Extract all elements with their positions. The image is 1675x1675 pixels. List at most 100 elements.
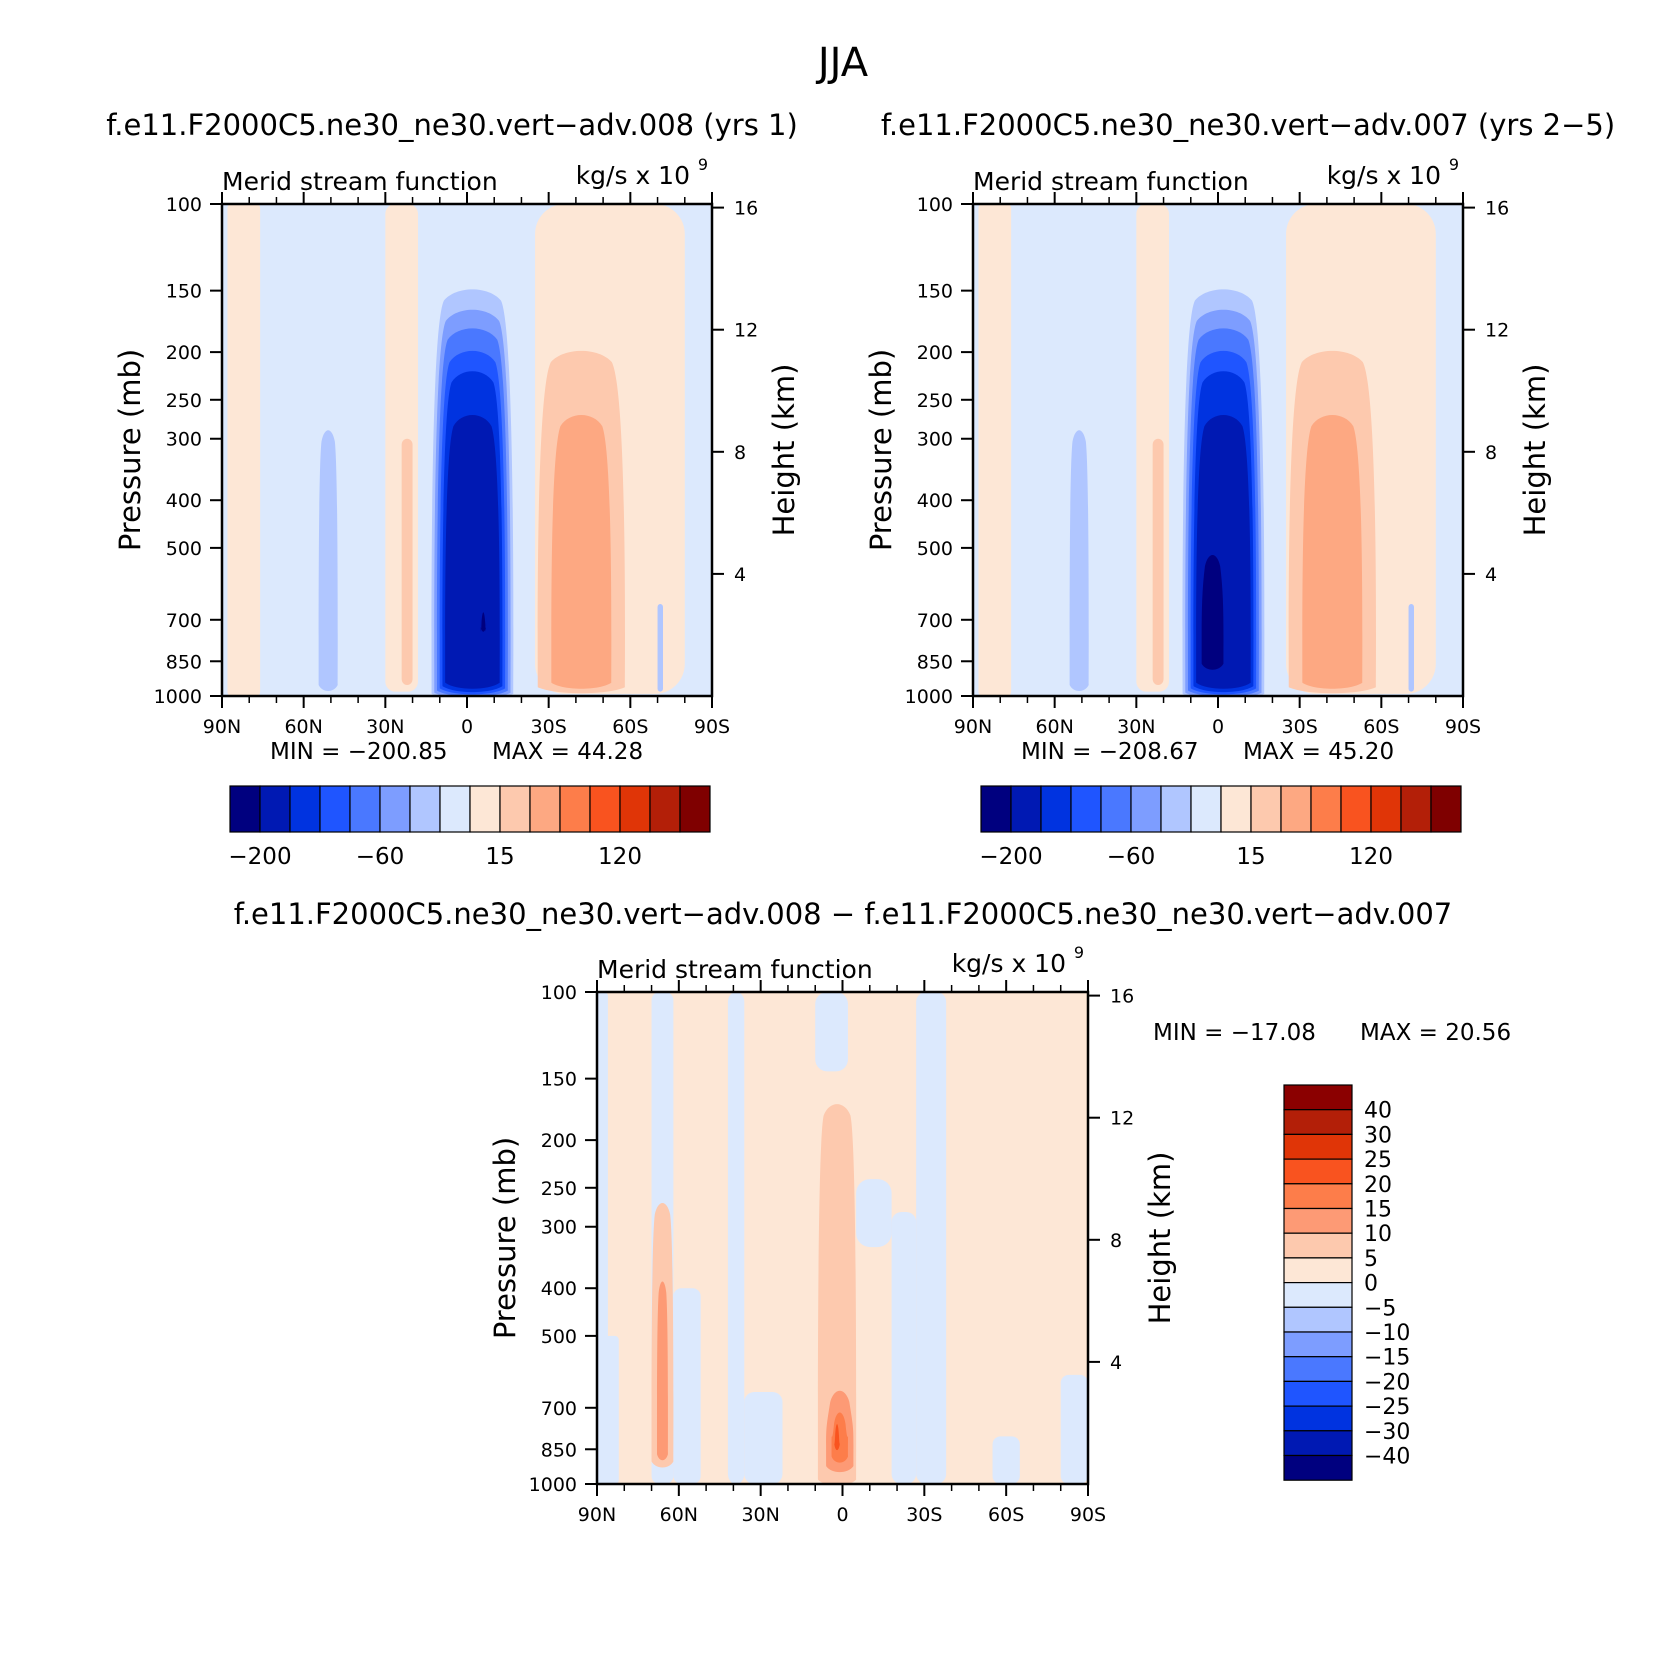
x-tick-label: 90N (578, 1504, 616, 1526)
y-right-tick-label: 12 (1110, 1108, 1134, 1130)
colorbar-label: −10 (1364, 1321, 1410, 1346)
colorbar-swatch (499, 785, 531, 833)
colorbar-swatch (1340, 785, 1372, 833)
x-tick-label: 90S (694, 716, 730, 738)
colorbar-swatch (559, 785, 591, 833)
colorbar-swatch (1283, 1084, 1353, 1111)
neg-band-30n-low (744, 1391, 783, 1484)
y-tick-label: 300 (917, 429, 953, 451)
colorbar-label: 0 (1364, 1272, 1378, 1297)
panel-title: f.e11.F2000C5.ne30_ne30.vert−adv.007 (yr… (881, 108, 1615, 142)
x-tick-label: 60N (1035, 716, 1073, 738)
colorbar-label: −5 (1364, 1296, 1396, 1321)
hadley-core (1201, 555, 1224, 670)
max-label: MAX = 44.28 (492, 739, 643, 765)
y-right-tick-label: 12 (734, 320, 758, 342)
colorbar-swatch (1283, 1207, 1353, 1234)
colorbar-swatch (1283, 1257, 1353, 1284)
neg-band-55n (673, 1288, 701, 1484)
y-tick-label: 150 (541, 1069, 577, 1091)
colorbar-swatch (679, 785, 711, 833)
x-tick-label: 90N (954, 716, 992, 738)
y-right-tick-label: 16 (1485, 198, 1509, 220)
colorbar-swatch (1283, 1232, 1353, 1259)
colorbar-label: −25 (1364, 1395, 1410, 1420)
positive-band-north (978, 204, 1012, 696)
y-tick-label: 700 (541, 1398, 577, 1420)
y-tick-label: 500 (917, 538, 953, 560)
y-tick-label: 400 (541, 1278, 577, 1300)
min-label: MIN = −17.08 (1153, 1020, 1316, 1046)
y-tick-label: 1000 (529, 1474, 577, 1496)
x-tick-label: 60N (660, 1504, 698, 1526)
x-tick-label: 90N (203, 716, 241, 738)
subtitle-left: Merid stream function (222, 167, 498, 196)
polar-negative-sliver (657, 603, 663, 692)
panel-bottom: 90N 60N 30N 0 30S 60S 90S100150200250300400500… (234, 897, 1511, 1526)
colorbar-swatch (1283, 1183, 1353, 1210)
y-tick-label: 500 (166, 538, 202, 560)
colorbar-label: 25 (1364, 1148, 1392, 1173)
y-right-tick-label: 16 (734, 198, 758, 220)
colorbar-swatch (529, 785, 561, 833)
neg-band-35s (916, 992, 947, 1484)
colorbar-swatch (1310, 785, 1342, 833)
y-axis-label-right: Height (km) (1518, 364, 1552, 537)
y-tick-label: 700 (917, 610, 953, 632)
colorbar-swatch (259, 785, 291, 833)
x-tick-label: 60S (988, 1504, 1024, 1526)
neg-band-pole-s (1060, 1374, 1088, 1484)
colorbar-swatch (1283, 1158, 1353, 1185)
colorbar-swatch (1283, 1109, 1353, 1135)
y-tick-label: 100 (917, 194, 953, 216)
colorbar-label: −60 (356, 844, 405, 870)
colorbar-swatch (1280, 785, 1312, 833)
colorbar-swatch (1160, 785, 1192, 833)
neg-band-pole-n-low (605, 1335, 619, 1484)
y-tick-label: 1000 (905, 686, 953, 708)
colorbar-swatch (1190, 785, 1222, 833)
y-right-tick-label: 12 (1485, 320, 1509, 342)
y-right-tick-label: 8 (1110, 1230, 1122, 1252)
colorbar-swatch (1400, 785, 1432, 833)
colorbar-swatch (1283, 1430, 1353, 1457)
x-tick-label: 60S (1363, 716, 1399, 738)
y-tick-label: 150 (917, 281, 953, 303)
y-tick-label: 500 (541, 1326, 577, 1348)
y-tick-label: 250 (166, 390, 202, 412)
neg-band-40n (727, 992, 745, 1484)
units-exponent: 9 (1449, 155, 1459, 174)
y-right-tick-label: 4 (1110, 1352, 1122, 1374)
y-tick-label: 100 (166, 194, 202, 216)
colorbar-label: −40 (1364, 1445, 1410, 1470)
x-tick-label: 30N (366, 716, 404, 738)
y-tick-label: 150 (166, 281, 202, 303)
colorbar-swatch (619, 785, 651, 833)
colorbar-swatch (469, 785, 501, 833)
ferrel-cell-ring-2 (1302, 414, 1363, 689)
colorbar-swatch (229, 785, 261, 833)
colorbar-swatch (319, 785, 351, 833)
neg-band-20s (891, 1212, 917, 1484)
x-tick-label: 60N (284, 716, 322, 738)
colorbar-swatch (1283, 1380, 1353, 1407)
colorbar-label: 5 (1364, 1247, 1378, 1272)
subtitle-left: Merid stream function (973, 167, 1249, 196)
colorbar-swatch (589, 785, 621, 833)
colorbar-swatch (409, 785, 441, 833)
max-label: MAX = 45.20 (1243, 739, 1394, 765)
panel-top-right: 90N 60N 30N 0 30S 60S 90S 100 150 200 250 300 400 500… (864, 108, 1615, 870)
y-tick-label: 850 (541, 1439, 577, 1461)
y-tick-label: 400 (917, 490, 953, 512)
colorbar-swatch (1070, 785, 1102, 833)
panel-top-left: 90N 60N 30N 0 30S 60S 90S 100 150 200 250 300 400 500… (106, 108, 801, 870)
y-axis-label: Pressure (mb) (864, 349, 898, 551)
units-exponent: 9 (698, 155, 708, 174)
equatorial-positive-core (834, 1424, 840, 1451)
contour-field (973, 204, 1463, 696)
colorbar-label: 30 (1364, 1123, 1392, 1148)
y-tick-label: 300 (166, 429, 202, 451)
x-tick-label: 30S (1282, 716, 1318, 738)
x-tick-label: 0 (1212, 716, 1224, 738)
colorbar-label: −15 (1364, 1346, 1410, 1371)
